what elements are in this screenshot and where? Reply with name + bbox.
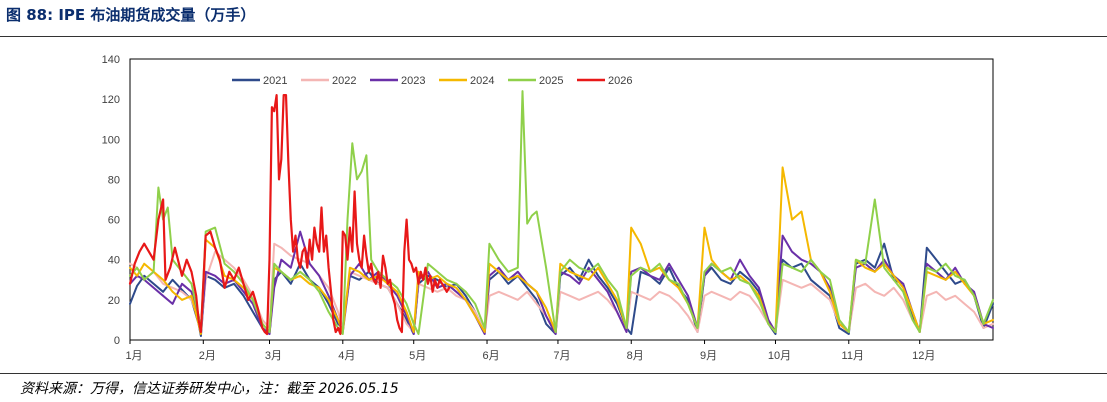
legend-label-2025: 2025 <box>539 75 563 87</box>
y-tick-label: 20 <box>108 295 120 307</box>
x-tick-label: 8月 <box>627 350 644 362</box>
plot-frame <box>129 58 994 341</box>
legend-label-2026: 2026 <box>608 75 632 87</box>
top-rule <box>0 36 1107 37</box>
x-tick-label: 6月 <box>482 350 499 362</box>
series-line-2026 <box>128 93 451 336</box>
legend-label-2022: 2022 <box>332 75 356 87</box>
source-note: 资料来源：万得，信达证券研发中心，注：截至 2026.05.15 <box>20 381 399 397</box>
y-tick-label: 100 <box>102 134 120 146</box>
x-tick-label: 4月 <box>338 350 355 362</box>
bottom-rule <box>0 373 1107 374</box>
x-tick-label: 10月 <box>768 350 791 362</box>
x-tick-label: 5月 <box>409 350 426 362</box>
y-tick-label: 120 <box>102 94 120 106</box>
x-tick-label: 3月 <box>265 350 282 362</box>
legend-label-2024: 2024 <box>470 75 494 87</box>
y-tick-label: 0 <box>114 335 120 347</box>
x-tick-label: 1月 <box>125 350 142 362</box>
series-line-2025 <box>129 90 994 335</box>
x-tick-label: 9月 <box>700 350 717 362</box>
y-tick-label: 40 <box>108 255 120 267</box>
legend-label-2021: 2021 <box>263 75 287 87</box>
y-tick-label: 140 <box>102 54 120 66</box>
x-tick-label: 11月 <box>842 350 864 362</box>
y-tick-label: 60 <box>108 215 120 227</box>
x-tick-label: 7月 <box>553 350 570 362</box>
x-tick-label: 12月 <box>912 350 935 362</box>
series-line-2024 <box>129 166 994 335</box>
y-tick-label: 80 <box>108 174 120 186</box>
x-tick-label: 2月 <box>199 350 216 362</box>
plot-area: 0 20 40 60 80 100 120 140 1月 2月 3月 4月 5月 6月 7月 8月 9月 10月 1… <box>102 54 994 362</box>
legend-label-2023: 2023 <box>401 75 425 87</box>
chart-title: 图 88: IPE 布油期货成交量（万手） <box>6 6 256 24</box>
